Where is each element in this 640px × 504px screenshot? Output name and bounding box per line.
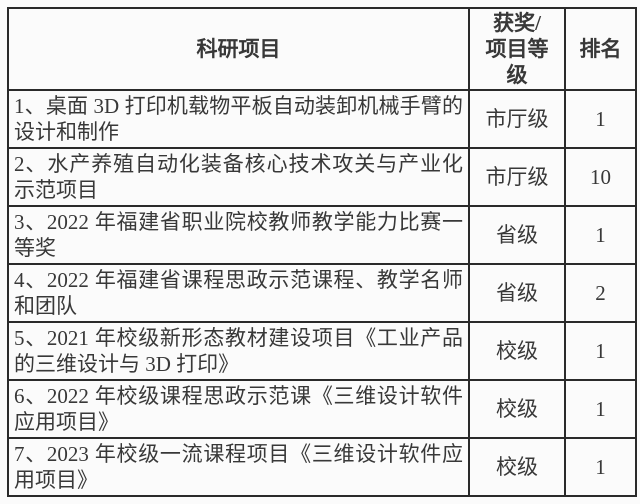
cell-project: 6、2022 年校级课程思政示范课《三维设计软件应用项目》 xyxy=(7,379,470,439)
cell-level: 市厅级 xyxy=(468,89,566,149)
cell-project: 2、水产养殖自动化装备核心技术攻关与产业化示范项目 xyxy=(7,147,470,207)
table-row: 2、水产养殖自动化装备核心技术攻关与产业化示范项目 市厅级 10 xyxy=(7,147,637,207)
cell-level: 市厅级 xyxy=(468,147,566,207)
cell-rank: 1 xyxy=(564,379,637,439)
cell-level: 校级 xyxy=(468,437,566,497)
header-award-level: 获奖/ 项目等 级 xyxy=(468,7,566,91)
header-row: 科研项目 获奖/ 项目等 级 排名 xyxy=(7,7,637,91)
table-row: 6、2022 年校级课程思政示范课《三维设计软件应用项目》 校级 1 xyxy=(7,379,637,439)
cell-level: 省级 xyxy=(468,263,566,323)
cell-level: 校级 xyxy=(468,379,566,439)
header-project: 科研项目 xyxy=(7,7,470,91)
cell-project: 4、2022 年福建省课程思政示范课程、教学名师和团队 xyxy=(7,263,470,323)
table-header: 科研项目 获奖/ 项目等 级 排名 xyxy=(7,7,637,91)
cell-project: 7、2023 年校级一流课程项目《三维设计软件应用项目》 xyxy=(7,437,470,497)
cell-project: 1、桌面 3D 打印机载物平板自动装卸机械手臂的设计和制作 xyxy=(7,89,470,149)
header-rank: 排名 xyxy=(564,7,637,91)
cell-project: 5、2021 年校级新形态教材建设项目《工业产品的三维设计与 3D 打印》 xyxy=(7,321,470,381)
table-row: 3、2022 年福建省职业院校教师教学能力比赛一等奖 省级 1 xyxy=(7,205,637,265)
cell-project: 3、2022 年福建省职业院校教师教学能力比赛一等奖 xyxy=(7,205,470,265)
table-row: 4、2022 年福建省课程思政示范课程、教学名师和团队 省级 2 xyxy=(7,263,637,323)
table-row: 1、桌面 3D 打印机载物平板自动装卸机械手臂的设计和制作 市厅级 1 xyxy=(7,89,637,149)
research-projects-table: 科研项目 获奖/ 项目等 级 排名 1、桌面 3D 打印机载物平板自动装卸机械手… xyxy=(7,7,637,497)
cell-rank: 1 xyxy=(564,437,637,497)
table-body: 1、桌面 3D 打印机载物平板自动装卸机械手臂的设计和制作 市厅级 1 2、水产… xyxy=(7,89,637,497)
cell-rank: 10 xyxy=(564,147,637,207)
cell-rank: 1 xyxy=(564,89,637,149)
table-row: 5、2021 年校级新形态教材建设项目《工业产品的三维设计与 3D 打印》 校级… xyxy=(7,321,637,381)
cell-level: 省级 xyxy=(468,205,566,265)
cell-rank: 2 xyxy=(564,263,637,323)
cell-rank: 1 xyxy=(564,321,637,381)
table-row: 7、2023 年校级一流课程项目《三维设计软件应用项目》 校级 1 xyxy=(7,437,637,497)
cell-level: 校级 xyxy=(468,321,566,381)
cell-rank: 1 xyxy=(564,205,637,265)
